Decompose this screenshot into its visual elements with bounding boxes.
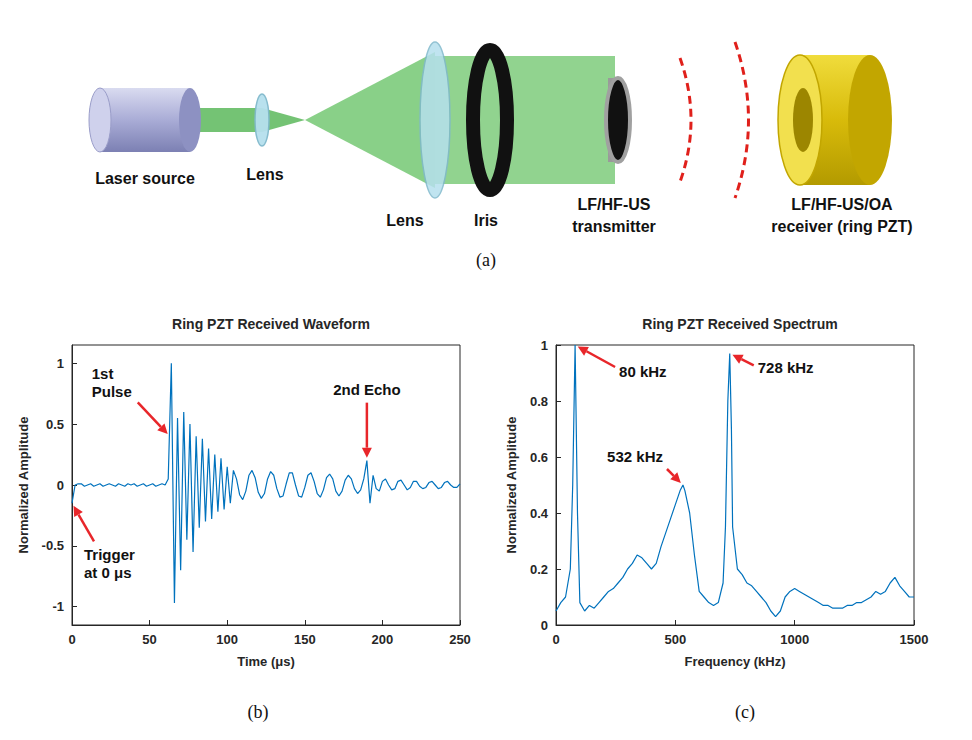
svg-text:728 kHz: 728 kHz xyxy=(758,359,814,376)
svg-text:1000: 1000 xyxy=(780,632,809,647)
svg-text:-1: -1 xyxy=(52,599,64,614)
svg-text:1st: 1st xyxy=(92,365,114,382)
svg-text:1: 1 xyxy=(57,356,64,371)
svg-text:Normalized Amplitude: Normalized Amplitude xyxy=(16,417,31,554)
svg-text:250: 250 xyxy=(449,632,471,647)
svg-text:80 kHz: 80 kHz xyxy=(619,363,667,380)
svg-text:0: 0 xyxy=(552,632,559,647)
svg-text:Ring PZT Received Waveform: Ring PZT Received Waveform xyxy=(172,316,370,332)
html-text:(a): (a) xyxy=(476,250,496,270)
svg-text:LF/HF-US/OA: LF/HF-US/OA xyxy=(791,196,893,213)
svg-text:1500: 1500 xyxy=(900,632,929,647)
svg-text:0.4: 0.4 xyxy=(530,506,549,521)
svg-text:Frequency (kHz): Frequency (kHz) xyxy=(684,654,785,669)
svg-text:Lens: Lens xyxy=(386,212,423,229)
svg-text:150: 150 xyxy=(294,632,316,647)
svg-text:532 kHz: 532 kHz xyxy=(607,448,663,465)
svg-text:200: 200 xyxy=(372,632,394,647)
svg-text:Normalized Amplitude: Normalized Amplitude xyxy=(504,417,519,554)
svg-text:0: 0 xyxy=(541,618,548,633)
svg-text:0.6: 0.6 xyxy=(530,450,548,465)
svg-text:0: 0 xyxy=(57,478,64,493)
svg-text:500: 500 xyxy=(664,632,686,647)
svg-text:Time (μs): Time (μs) xyxy=(237,654,295,669)
svg-text:at 0 μs: at 0 μs xyxy=(84,564,132,581)
svg-text:Ring PZT Received Spectrum: Ring PZT Received Spectrum xyxy=(642,316,837,332)
svg-text:Iris: Iris xyxy=(474,212,498,229)
svg-text:Trigger: Trigger xyxy=(84,546,135,563)
svg-text:LF/HF-US: LF/HF-US xyxy=(578,196,651,213)
svg-text:transmitter: transmitter xyxy=(572,218,656,235)
svg-text:0.5: 0.5 xyxy=(46,417,64,432)
svg-text:50: 50 xyxy=(142,632,156,647)
svg-text:1: 1 xyxy=(541,338,548,353)
svg-text:Lens: Lens xyxy=(246,166,283,183)
svg-text:2nd Echo: 2nd Echo xyxy=(333,381,401,398)
svg-text:Laser source: Laser source xyxy=(95,170,195,187)
svg-text:receiver (ring PZT): receiver (ring PZT) xyxy=(771,218,912,235)
html-text:(c): (c) xyxy=(735,702,755,722)
svg-text:0.8: 0.8 xyxy=(530,394,548,409)
svg-text:0: 0 xyxy=(68,632,75,647)
html-text:(b): (b) xyxy=(247,702,269,722)
svg-text:Pulse: Pulse xyxy=(92,383,132,400)
svg-text:100: 100 xyxy=(216,632,238,647)
svg-text:-0.5: -0.5 xyxy=(42,538,64,553)
svg-text:0.2: 0.2 xyxy=(530,562,548,577)
